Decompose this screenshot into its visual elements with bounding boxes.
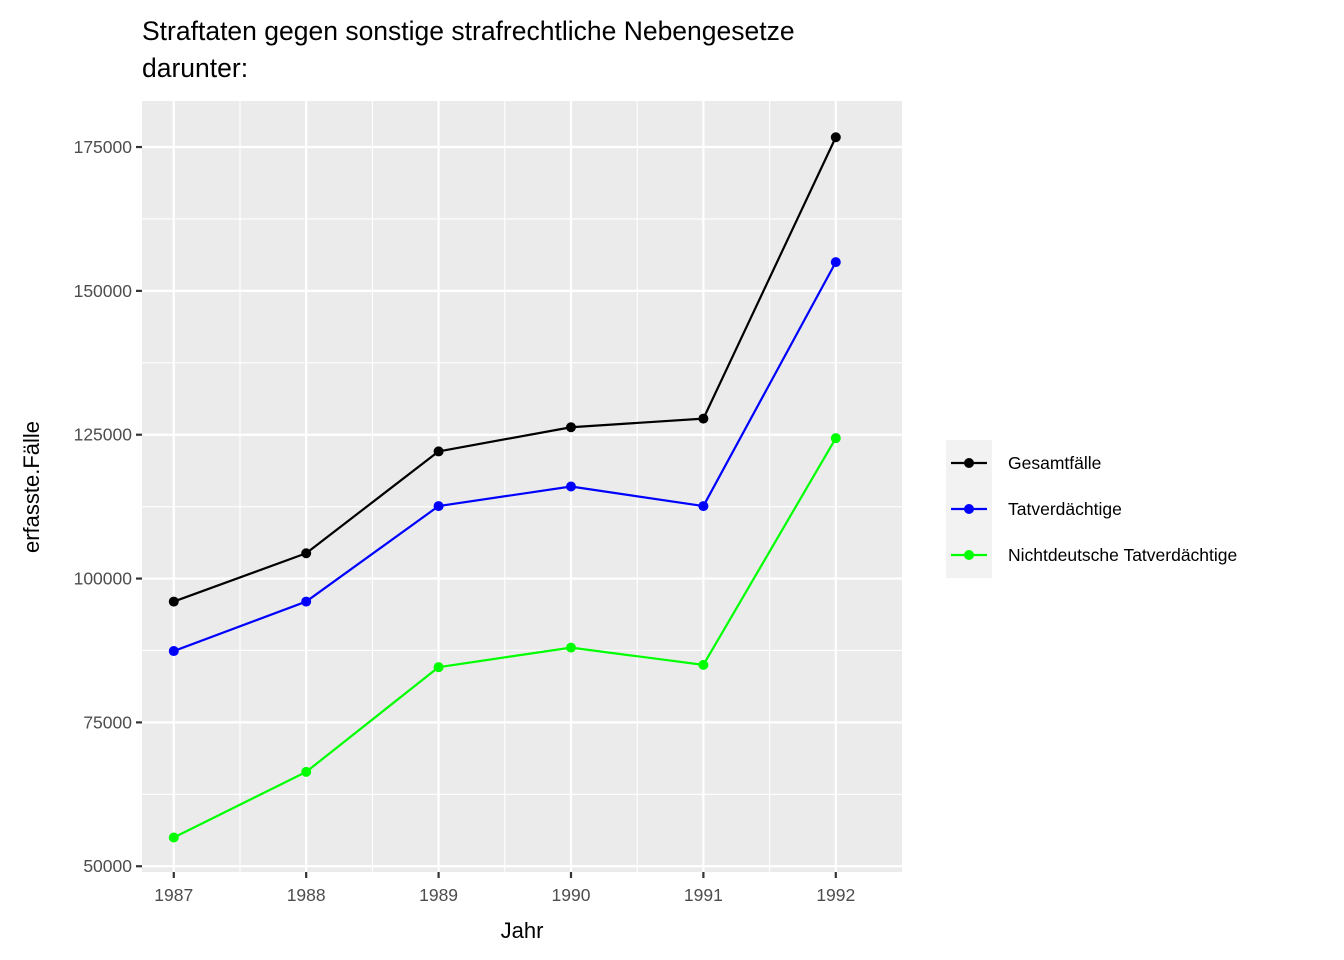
data-point <box>698 413 709 424</box>
data-point <box>830 433 841 444</box>
legend-label: Tatverdächtige <box>1008 499 1122 519</box>
x-axis-title: Jahr <box>501 918 544 943</box>
y-tick-label: 50000 <box>83 856 132 876</box>
legend-key-point <box>964 504 974 514</box>
data-point <box>301 766 312 777</box>
data-point <box>168 832 179 843</box>
series-line <box>173 437 837 839</box>
data-point <box>565 642 576 653</box>
series-3 <box>168 433 841 843</box>
y-tick-label: 150000 <box>74 281 133 301</box>
series-line <box>173 261 837 653</box>
legend-key <box>951 550 987 560</box>
x-tick-label: 1988 <box>287 885 326 905</box>
data-point <box>433 662 444 673</box>
axis-ticks <box>136 145 837 878</box>
data-point <box>565 422 576 433</box>
x-tick-labels: 1987 1988 1989 1990 1991 1992 <box>154 885 855 905</box>
data-point <box>301 548 312 559</box>
x-tick-label: 1992 <box>816 885 855 905</box>
series-layer <box>168 132 841 843</box>
y-tick-label: 75000 <box>83 712 132 732</box>
series-2 <box>168 257 841 657</box>
data-point <box>301 596 312 607</box>
data-point <box>565 481 576 492</box>
grid-minor <box>142 101 902 872</box>
data-point <box>168 596 179 607</box>
legend-key <box>951 504 987 514</box>
data-point <box>433 446 444 457</box>
y-tick-label: 175000 <box>74 137 133 157</box>
data-point <box>433 501 444 512</box>
series-line <box>173 136 837 603</box>
x-tick-label: 1989 <box>419 885 458 905</box>
legend-label: Nichtdeutsche Tatverdächtige <box>1008 545 1237 565</box>
data-point <box>830 132 841 143</box>
y-tick-labels: 50000 75000 100000 125000 150000 175000 <box>74 137 133 876</box>
x-tick-label: 1991 <box>684 885 723 905</box>
y-tick-label: 100000 <box>74 569 133 589</box>
grid-major <box>142 101 902 872</box>
data-point <box>698 501 709 512</box>
legend-key-point <box>964 458 974 468</box>
x-tick-label: 1987 <box>154 885 193 905</box>
data-point <box>168 646 179 657</box>
legend-key-point <box>964 550 974 560</box>
x-tick-label: 1990 <box>552 885 591 905</box>
chart-subtitle: darunter: <box>142 53 248 83</box>
y-tick-label: 125000 <box>74 425 133 445</box>
plot-panel <box>142 101 902 872</box>
legend-label: Gesamtfälle <box>1008 453 1101 473</box>
legend-key <box>951 458 987 468</box>
chart-title: Straftaten gegen sonstige strafrechtlich… <box>142 16 795 46</box>
series-1 <box>168 132 841 607</box>
legend: Gesamtfälle Tatverdächtige Nichtdeutsche T… <box>946 440 1237 578</box>
data-point <box>830 257 841 268</box>
data-point <box>698 659 709 670</box>
y-axis-title: erfasste.Fälle <box>19 421 44 553</box>
